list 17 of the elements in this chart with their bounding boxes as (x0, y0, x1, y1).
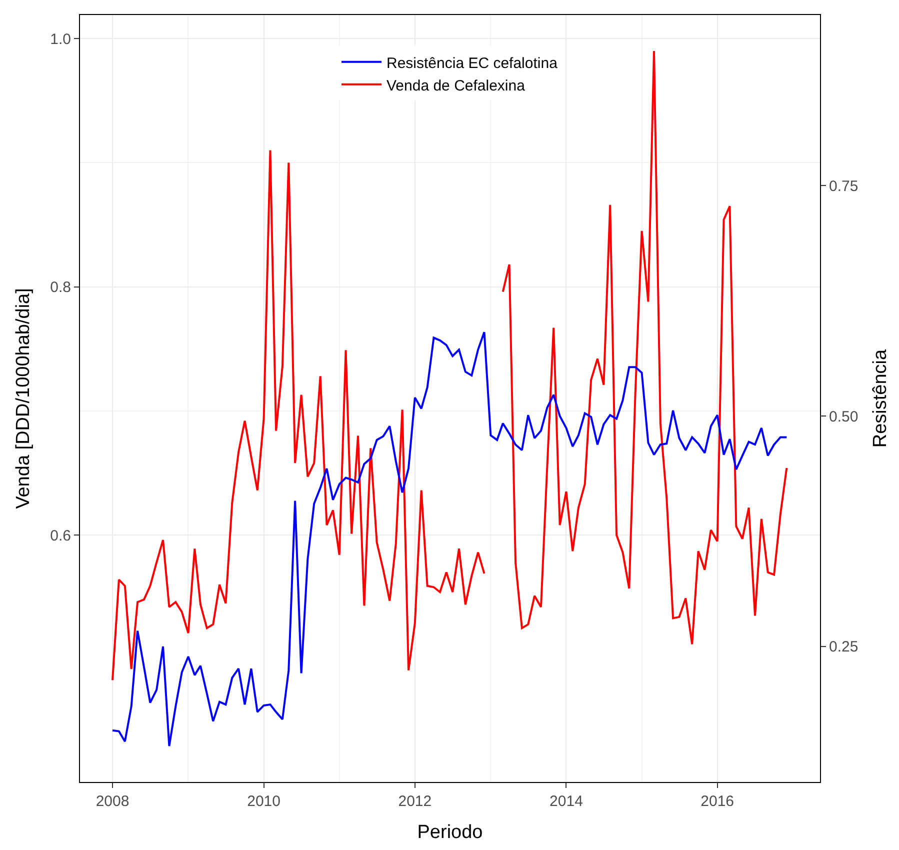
y-tick-label: 0.6 (50, 527, 71, 544)
y2-tick-label: 0.75 (829, 178, 858, 195)
x-tick-label: 2014 (550, 793, 583, 810)
line-series (112, 331, 788, 748)
x-axis-title: Periodo (417, 822, 483, 843)
legend-label: Resistência EC cefalotina (386, 54, 558, 72)
y-tick-label: 1.0 (50, 30, 71, 48)
y-axis-title: Venda [DDD/1000hab/dia] (12, 288, 34, 509)
x-tick-label: 2008 (96, 793, 130, 810)
legend-label: Venda de Cefalexina (386, 77, 526, 94)
y2-axis-title: Resistência (870, 348, 892, 448)
x-tick-label: 2012 (398, 793, 432, 810)
y-tick-label: 0.8 (50, 279, 71, 296)
y2-tick-label: 0.50 (829, 408, 858, 426)
y2-tick-label: 0.25 (829, 638, 858, 656)
x-tick-label: 2016 (700, 793, 734, 810)
x-tick-label: 2010 (247, 793, 280, 810)
